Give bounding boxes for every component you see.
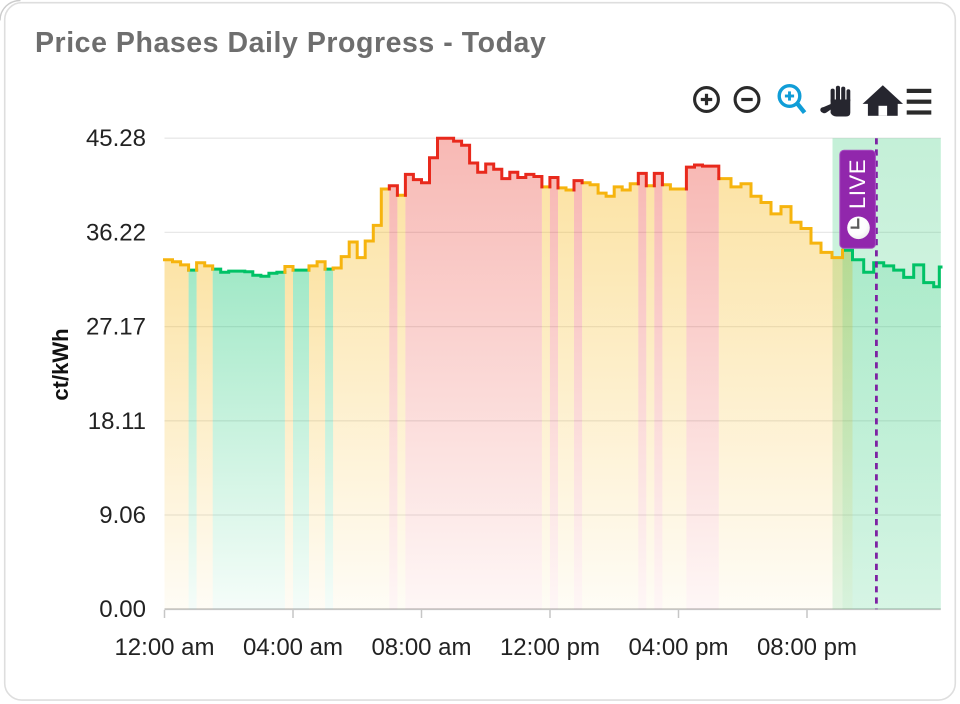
svg-text:04:00 am: 04:00 am — [243, 634, 343, 661]
svg-text:08:00 pm: 08:00 pm — [757, 634, 857, 661]
svg-text:Price Phases Daily Progress -: Price Phases Daily Progress - Today — [35, 27, 546, 59]
svg-text:45.28: 45.28 — [86, 125, 146, 152]
svg-text:04:00 pm: 04:00 pm — [628, 634, 728, 661]
svg-text:36.22: 36.22 — [86, 219, 146, 246]
svg-text:ct/kWh: ct/kWh — [48, 328, 73, 400]
svg-text:LIVE: LIVE — [845, 159, 870, 209]
svg-text:18.11: 18.11 — [88, 408, 146, 435]
svg-text:27.17: 27.17 — [86, 314, 146, 341]
svg-text:08:00 am: 08:00 am — [371, 634, 471, 661]
svg-text:9.06: 9.06 — [99, 502, 146, 529]
svg-text:12:00 am: 12:00 am — [114, 634, 214, 661]
svg-text:12:00 pm: 12:00 pm — [500, 634, 600, 661]
svg-text:0.00: 0.00 — [99, 596, 146, 623]
